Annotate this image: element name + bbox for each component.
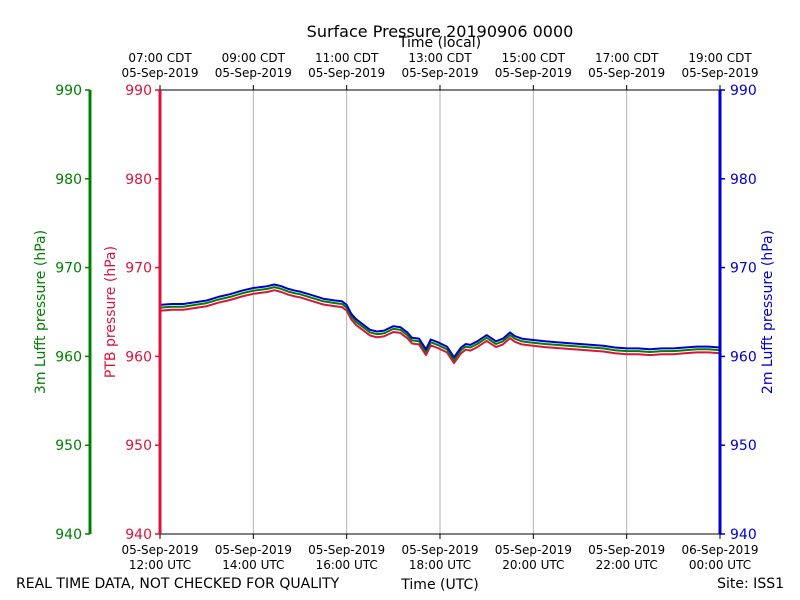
bottom-tick-date: 05-Sep-2019 [215, 543, 292, 557]
series-layer [159, 283, 721, 365]
top-tick-date: 05-Sep-2019 [401, 66, 478, 80]
bottom-tick-time: 14:00 UTC [222, 558, 284, 572]
top-tick-time: 07:00 CDT [128, 51, 192, 65]
top-tick-date: 05-Sep-2019 [308, 66, 385, 80]
top-tick-date: 05-Sep-2019 [121, 66, 198, 80]
lufft-3m-axis-tick-label: 940 [55, 527, 82, 543]
lufft-2m-axis-tick-label: 960 [730, 349, 757, 365]
bottom-tick-time: 18:00 UTC [409, 558, 471, 572]
quality-disclaimer: REAL TIME DATA, NOT CHECKED FOR QUALITY [16, 576, 340, 592]
chart-title: Surface Pressure 20190906 0000 [307, 22, 574, 41]
bottom-tick-time: 16:00 UTC [316, 558, 378, 572]
top-tick-date: 05-Sep-2019 [215, 66, 292, 80]
lufft-3m-axis-tick-label: 980 [55, 172, 82, 188]
top-tick-date: 05-Sep-2019 [681, 66, 758, 80]
bottom-tick-date: 05-Sep-2019 [588, 543, 665, 557]
ptb-axis-tick-label: 940 [125, 527, 152, 543]
ptb-axis-tick-label: 970 [125, 261, 152, 277]
bottom-tick-date: 05-Sep-2019 [401, 543, 478, 557]
ptb-axis-tick-label: 960 [125, 349, 152, 365]
lufft-2m-axis-tick-label: 990 [730, 83, 757, 99]
axes: 940 940 940 950 950 950 960 960 960 970 970 970 980 9… [33, 51, 776, 572]
series-line-3m-lufft-pressure [159, 286, 721, 361]
top-tick-time: 17:00 CDT [595, 51, 659, 65]
bottom-tick-date: 05-Sep-2019 [495, 543, 572, 557]
lufft-3m-axis-tick-label: 990 [55, 83, 82, 99]
top-tick-date: 05-Sep-2019 [495, 66, 572, 80]
ptb-axis-title: PTB pressure (hPa) [103, 246, 119, 378]
top-tick-time: 13:00 CDT [408, 51, 472, 65]
ptb-axis-tick-label: 950 [125, 438, 152, 454]
lufft-2m-axis-title: 2m Lufft pressure (hPa) [760, 230, 776, 394]
lufft-2m-axis-tick-label: 940 [730, 527, 757, 543]
bottom-tick-date: 05-Sep-2019 [308, 543, 385, 557]
bottom-tick-time: 00:00 UTC [689, 558, 751, 572]
top-tick-time: 09:00 CDT [222, 51, 286, 65]
lufft-2m-axis-tick-label: 950 [730, 438, 757, 454]
top-tick-time: 11:00 CDT [315, 51, 379, 65]
lufft-2m-axis-tick-label: 980 [730, 172, 757, 188]
lufft-2m-axis-tick-label: 970 [730, 261, 757, 277]
bottom-tick-date: 06-Sep-2019 [681, 543, 758, 557]
lufft-3m-axis-tick-label: 970 [55, 261, 82, 277]
bottom-axis-label: Time (UTC) [400, 577, 478, 593]
top-tick-time: 19:00 CDT [688, 51, 752, 65]
bottom-tick-time: 12:00 UTC [129, 558, 191, 572]
top-axis-label: Time (local) [398, 35, 481, 51]
ptb-axis-tick-label: 990 [125, 83, 152, 99]
lufft-3m-axis-tick-label: 960 [55, 349, 82, 365]
site-label: Site: ISS1 [717, 576, 784, 592]
lufft-3m-axis-title: 3m Lufft pressure (hPa) [33, 230, 49, 394]
lufft-3m-axis-tick-label: 950 [55, 438, 82, 454]
series-line-2m-lufft-pressure [159, 283, 721, 359]
series-line-ptb-pressure [159, 289, 721, 365]
top-tick-time: 15:00 CDT [502, 51, 566, 65]
bottom-tick-time: 20:00 UTC [502, 558, 564, 572]
bottom-tick-date: 05-Sep-2019 [121, 543, 198, 557]
bottom-tick-time: 22:00 UTC [596, 558, 658, 572]
top-tick-date: 05-Sep-2019 [588, 66, 665, 80]
grid-lines [252, 90, 628, 534]
ptb-axis-tick-label: 980 [125, 172, 152, 188]
